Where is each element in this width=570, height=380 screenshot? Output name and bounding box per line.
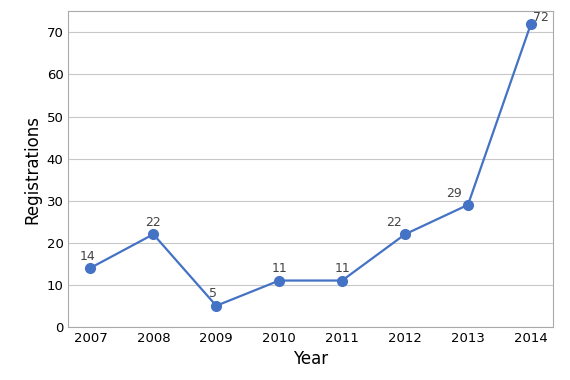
- Text: 22: 22: [386, 216, 402, 229]
- Text: 5: 5: [210, 287, 218, 301]
- Text: 11: 11: [271, 262, 287, 275]
- Text: 22: 22: [145, 216, 161, 229]
- Y-axis label: Registrations: Registrations: [23, 115, 41, 223]
- Text: 11: 11: [334, 262, 350, 275]
- Text: 14: 14: [80, 250, 96, 263]
- Text: 72: 72: [532, 11, 548, 24]
- X-axis label: Year: Year: [293, 350, 328, 368]
- Text: 29: 29: [446, 187, 462, 200]
